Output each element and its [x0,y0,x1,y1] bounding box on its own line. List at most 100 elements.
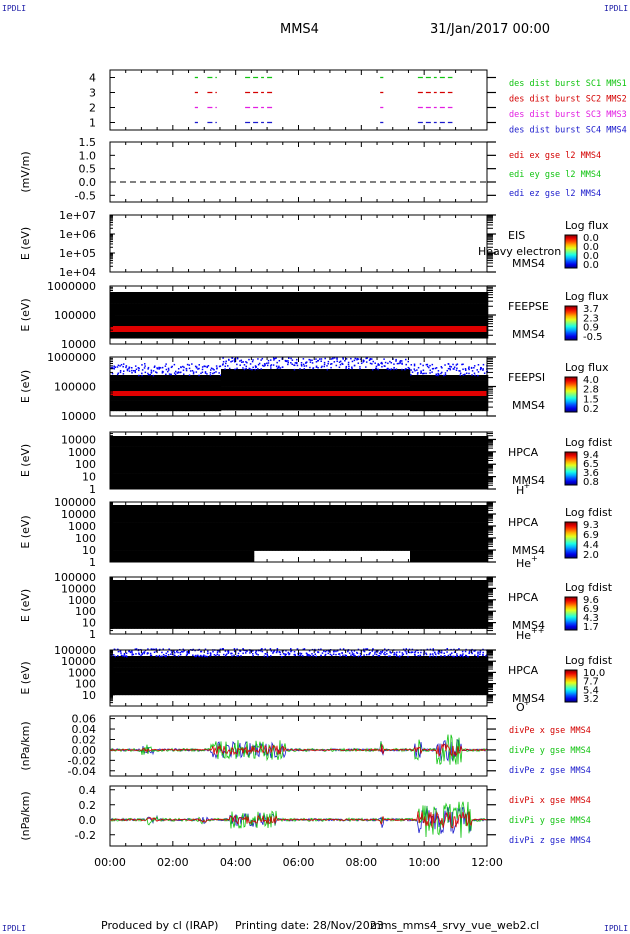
heatmap-cell [212,375,216,381]
heatmap-cell [119,539,123,546]
heatmap-cell [185,380,189,386]
heatmap-cell [443,320,447,327]
heatmap-speckle [197,368,199,370]
heatmap-cell [398,369,402,376]
heatmap-cell [143,332,147,339]
heatmap-cell [293,451,297,458]
heatmap-cell [224,380,228,387]
heatmap-cell [359,467,363,474]
heatmap-cell [335,309,339,316]
heatmap-cell [125,309,129,316]
heatmap-cell [212,400,216,407]
heatmap-cell [353,369,357,376]
heatmap-cell [359,404,363,411]
heatmap-cell [170,332,174,339]
heatmap-cell [428,436,432,442]
heatmap-cell [347,315,351,322]
heatmap-cell [119,533,123,540]
heatmap-cell [332,473,336,479]
heatmap-cell [242,292,246,299]
heatmap-cell [332,404,336,411]
heatmap-cell [350,309,354,316]
heatmap-cell [227,303,231,310]
heatmap-cell [434,395,438,401]
heatmap-cell [404,332,408,339]
heatmap-cell [149,550,153,557]
heatmap-cell [254,297,258,304]
heatmap-cell [167,544,171,551]
heatmap-speckle [320,366,323,369]
heatmap-cell [269,332,273,339]
heatmap-cell [428,380,432,386]
heatmap-cell [191,400,195,407]
heatmap-cell [236,556,240,563]
heatmap-cell [440,473,444,479]
heatmap-cell [134,516,138,523]
heatmap-cell [317,473,321,479]
heatmap-cell [194,297,198,304]
heatmap-cell [281,522,285,529]
heatmap-speckle [239,364,241,366]
colorbar-title: Log flux [565,219,609,232]
heatmap-cell [332,467,336,474]
heatmap-cell [374,303,378,310]
heatmap-cell [122,522,126,529]
heatmap-cell [383,478,387,484]
heatmap-cell [167,405,171,412]
heatmap-cell [269,297,273,304]
heatmap-cell [266,539,270,546]
heatmap-cell [341,369,345,376]
y-tick-label: 10 [82,471,96,484]
panel-frame-1 [109,69,488,131]
heatmap-speckle [156,371,158,374]
heatmap-cell [251,404,255,411]
heatmap-cell [431,320,435,327]
heatmap-cell [212,297,216,304]
heatmap-cell [395,451,399,458]
heatmap-cell [416,451,420,458]
heatmap-cell [332,297,336,304]
heatmap-cell [266,510,270,517]
heatmap-cell [230,309,234,316]
heatmap-cell [332,483,336,490]
heatmap-cell [164,457,168,463]
heatmap-cell [449,320,453,327]
heatmap-cell [182,309,186,316]
heatmap-cell [290,522,294,529]
heatmap-cell [242,550,246,557]
heatmap-cell [377,320,381,327]
heatmap-cell [206,483,210,490]
heatmap-cell [341,436,345,442]
heatmap-cell [233,292,237,299]
heatmap-cell [389,303,393,310]
heatmap-speckle [476,369,478,371]
heatmap-speckle [258,362,261,365]
heatmap-cell [311,478,315,484]
heatmap-cell [245,527,249,534]
heatmap-cell [251,297,255,304]
heatmap-cell [479,400,483,407]
heatmap-cell [185,483,189,490]
heatmap-cell [263,446,267,453]
heatmap-cell [218,400,222,407]
heatmap-cell [224,556,228,563]
heatmap-cell [206,400,210,407]
heatmap-cell [413,315,417,322]
heatmap-cell [188,510,192,517]
heatmap-cell [431,400,435,407]
heatmap-speckle [482,368,484,370]
heatmap-cell [113,380,117,386]
heatmap-cell [224,303,228,310]
heatmap-cell [413,436,417,442]
heatmap-cell [278,446,282,453]
heatmap-cell [140,303,144,310]
heatmap-cell [215,292,219,299]
heatmap-cell [161,467,165,474]
heatmap-cell [464,400,468,407]
heatmap-cell [125,544,129,551]
heatmap-cell [227,446,231,453]
heatmap-cell [269,369,273,376]
heatmap-cell [221,315,225,322]
heatmap-cell [272,527,276,534]
heatmap-cell [440,309,444,316]
